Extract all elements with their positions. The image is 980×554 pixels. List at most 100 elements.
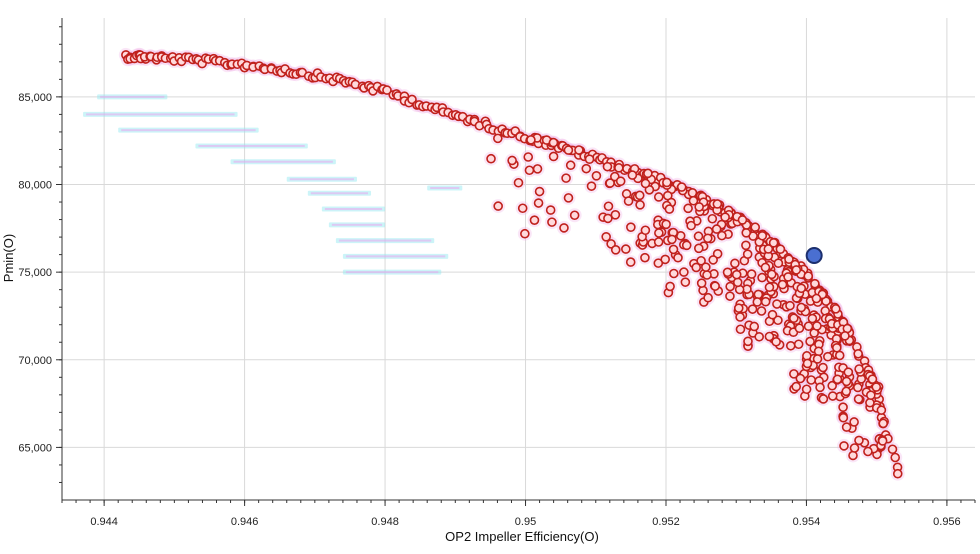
data-point	[772, 299, 782, 309]
data-point	[643, 168, 653, 179]
data-point	[653, 237, 664, 247]
data-point	[818, 362, 828, 373]
data-point	[841, 376, 852, 387]
data-point	[732, 277, 743, 288]
data-point	[830, 304, 841, 314]
data-point	[664, 204, 675, 214]
data-point	[801, 384, 812, 395]
data-point	[764, 282, 775, 293]
data-point	[832, 342, 842, 353]
faded-label-stripe	[310, 192, 369, 195]
data-point	[565, 160, 576, 171]
data-point	[853, 348, 863, 359]
highlighted-point[interactable]	[805, 246, 823, 264]
data-point	[867, 374, 878, 384]
data-point	[653, 192, 664, 202]
data-point	[839, 441, 849, 451]
faded-label-stripe	[345, 271, 439, 274]
data-point	[662, 177, 672, 188]
data-point	[743, 336, 753, 347]
grid-lines	[62, 18, 975, 500]
data-point	[767, 309, 778, 320]
data-point	[640, 225, 651, 236]
y-tick-label: 75,000	[18, 267, 52, 279]
data-point	[818, 394, 829, 404]
data-point	[796, 302, 807, 313]
data-points	[118, 47, 905, 481]
data-point	[708, 255, 718, 265]
data-point	[717, 230, 727, 241]
faded-label-stripe	[289, 178, 354, 181]
data-point	[534, 186, 545, 197]
data-point	[791, 265, 802, 275]
data-point	[586, 181, 597, 191]
data-point	[771, 336, 781, 347]
data-point	[827, 391, 838, 401]
data-point	[785, 300, 795, 311]
data-point	[735, 324, 746, 335]
data-point	[853, 394, 864, 404]
data-point	[827, 380, 837, 391]
data-point	[887, 444, 898, 455]
data-point	[754, 331, 764, 342]
data-point	[696, 278, 707, 288]
data-point	[701, 262, 711, 272]
data-point	[783, 272, 793, 282]
data-point	[569, 210, 580, 221]
data-point	[602, 161, 613, 172]
y-axis-title: Pmin(O)	[1, 234, 16, 282]
faded-label-stripe	[430, 187, 460, 190]
data-point	[693, 243, 704, 254]
data-point	[584, 154, 595, 164]
data-point	[757, 230, 768, 241]
data-point	[683, 203, 693, 214]
data-point	[688, 195, 699, 206]
data-point	[673, 252, 683, 263]
data-point	[605, 178, 615, 188]
faded-label-stripe	[331, 223, 383, 226]
data-point	[735, 312, 745, 322]
data-point	[737, 215, 748, 225]
data-point	[669, 268, 679, 279]
data-point	[621, 244, 631, 254]
data-point	[517, 203, 528, 214]
data-point	[507, 155, 517, 166]
data-point	[493, 201, 503, 211]
data-point	[865, 397, 875, 408]
data-point	[733, 303, 744, 313]
data-point	[668, 244, 679, 255]
data-point	[493, 133, 503, 144]
data-point	[681, 240, 692, 251]
data-point	[635, 200, 645, 210]
data-point	[667, 234, 677, 245]
data-point	[803, 271, 814, 281]
data-point	[815, 382, 825, 393]
data-point	[730, 258, 740, 269]
data-point	[877, 436, 888, 446]
data-point	[680, 277, 691, 287]
data-point	[720, 212, 730, 222]
data-point	[784, 254, 794, 265]
data-point	[752, 297, 763, 307]
data-point	[563, 145, 574, 155]
faded-label-stripe	[86, 113, 235, 116]
data-point	[524, 165, 535, 176]
data-point	[707, 213, 718, 224]
data-point	[838, 402, 848, 413]
data-point	[794, 323, 805, 334]
y-tick-label: 80,000	[18, 180, 52, 192]
data-point	[665, 281, 675, 292]
data-point	[811, 293, 822, 304]
faded-label-stripe	[338, 239, 432, 242]
data-point	[791, 381, 802, 392]
data-point	[703, 292, 713, 303]
data-point	[840, 331, 850, 341]
data-point	[563, 193, 574, 203]
data-point	[746, 269, 757, 279]
data-point	[849, 443, 860, 453]
data-point	[615, 176, 626, 186]
data-point	[795, 373, 806, 384]
data-point	[660, 254, 671, 265]
